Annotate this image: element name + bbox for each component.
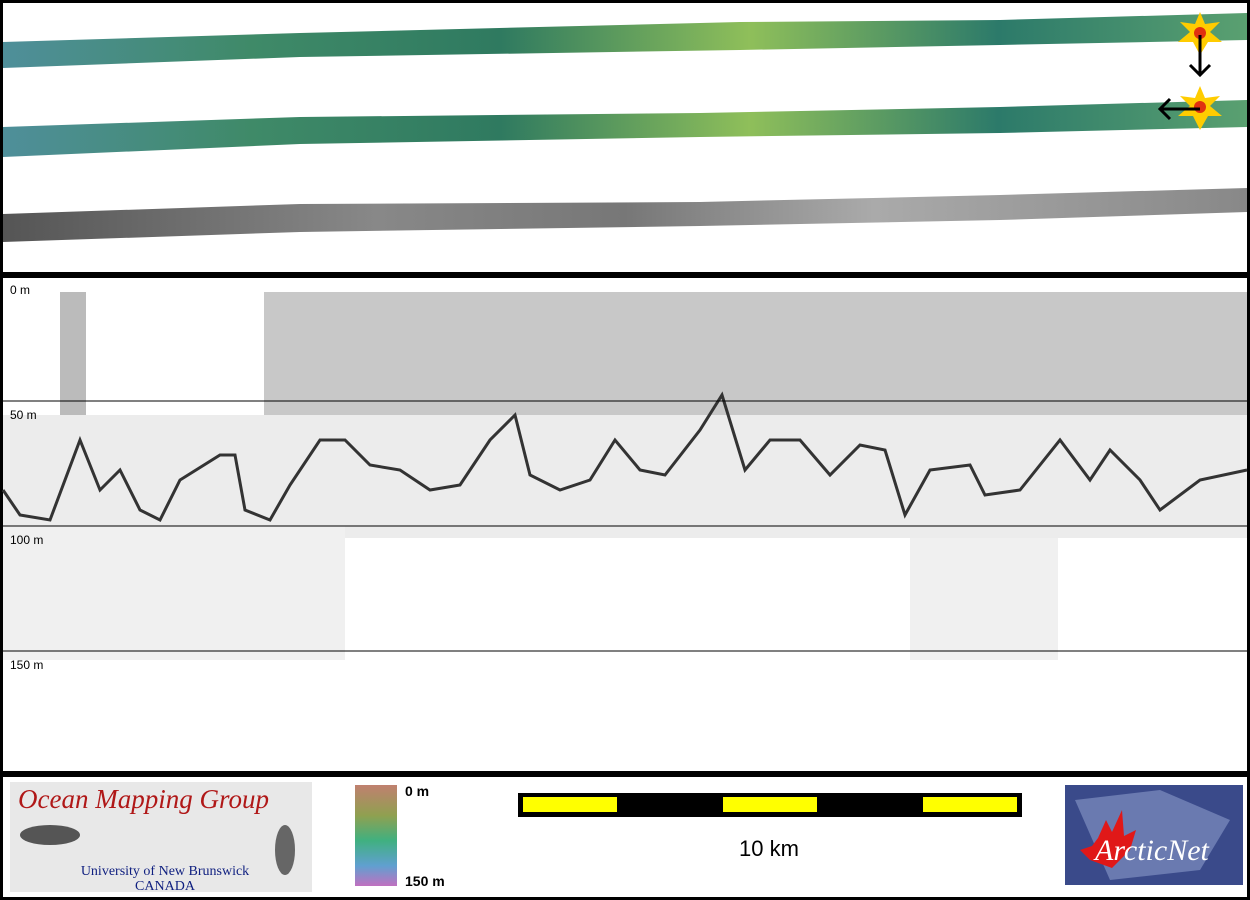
colorbar (355, 785, 397, 886)
logo-graphic (20, 825, 80, 845)
scale-segment (923, 797, 1017, 812)
ship-marker-core (1194, 101, 1206, 113)
colorbar-label: 0 m (405, 783, 429, 799)
depth-label: 100 m (10, 533, 43, 547)
scale-segment (723, 797, 817, 812)
ship-marker-core (1194, 27, 1206, 39)
swath-backscatter-2 (3, 100, 1247, 157)
logo-line: CANADA (135, 879, 196, 894)
echo-sub (910, 538, 1058, 660)
depth-grid: 0 m 50 m 100 m 150 m (3, 283, 1247, 672)
echo-noise (60, 292, 86, 415)
echo-water (3, 415, 1247, 538)
scale-segment (523, 797, 617, 812)
depth-label: 0 m (10, 283, 30, 297)
arrow-down (1188, 35, 1212, 78)
echo-sub (3, 526, 345, 660)
colorbar-label: 150 m (405, 873, 445, 889)
echo-noise (264, 292, 1247, 415)
logo-title: Ocean Mapping Group (18, 784, 269, 814)
logo-line: University of New Brunswick (81, 864, 249, 879)
scale-label: 10 km (739, 836, 799, 861)
logo-title: ArcticNet (1093, 834, 1210, 867)
depth-label: 150 m (10, 658, 43, 672)
arrow-left (1157, 97, 1200, 121)
swath-backscatter-1 (3, 13, 1247, 68)
seafloor-trace (1, 391, 1248, 523)
logo-graphic (275, 825, 295, 875)
maple-leaf (1080, 810, 1136, 868)
swath-sidescan (3, 188, 1247, 242)
depth-label: 50 m (10, 408, 37, 422)
